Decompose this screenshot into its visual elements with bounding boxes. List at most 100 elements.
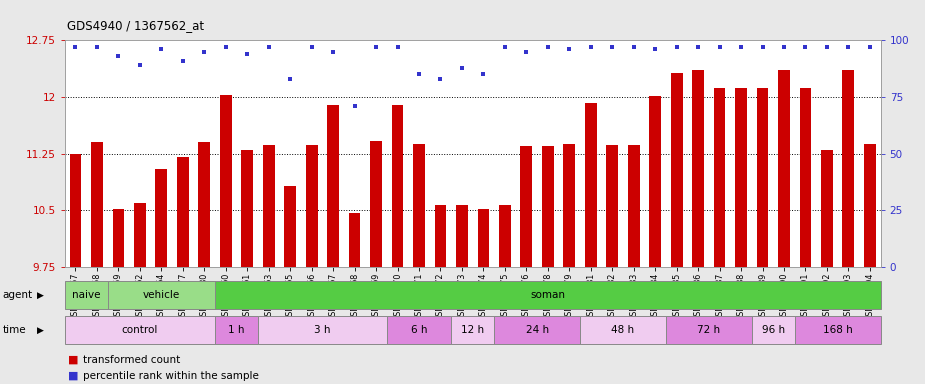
Bar — [215, 281, 881, 309]
Bar — [456, 205, 468, 267]
Bar — [349, 212, 361, 267]
Point — [777, 44, 792, 50]
Text: 1 h: 1 h — [228, 325, 245, 335]
Text: 6 h: 6 h — [411, 325, 427, 335]
Bar — [795, 316, 881, 344]
Bar — [580, 316, 666, 344]
Point — [68, 44, 83, 50]
Bar — [692, 70, 704, 267]
Bar — [258, 316, 387, 344]
Text: 24 h: 24 h — [525, 325, 549, 335]
Bar — [65, 281, 107, 309]
Point — [648, 46, 662, 53]
Bar — [91, 142, 103, 267]
Bar — [778, 70, 790, 267]
Text: 3 h: 3 h — [314, 325, 330, 335]
Text: ▶: ▶ — [37, 326, 43, 335]
Point — [561, 46, 576, 53]
Text: 48 h: 48 h — [611, 325, 635, 335]
Text: ■: ■ — [68, 371, 79, 381]
Point — [691, 44, 706, 50]
Text: soman: soman — [530, 290, 565, 300]
Bar — [284, 186, 296, 267]
Point — [584, 44, 598, 50]
Bar — [735, 88, 747, 267]
Point — [218, 44, 233, 50]
Bar — [542, 146, 554, 267]
Text: GDS4940 / 1367562_at: GDS4940 / 1367562_at — [67, 19, 204, 32]
Bar — [391, 104, 403, 267]
Bar — [306, 145, 317, 267]
Text: 168 h: 168 h — [822, 325, 853, 335]
Bar — [521, 146, 532, 267]
Bar — [451, 316, 494, 344]
Point — [261, 44, 276, 50]
Text: agent: agent — [3, 290, 33, 300]
Point — [519, 49, 534, 55]
Text: transformed count: transformed count — [83, 355, 180, 365]
Bar — [843, 70, 855, 267]
Bar — [177, 157, 189, 267]
Bar — [864, 144, 876, 267]
Bar — [666, 316, 752, 344]
Bar — [387, 316, 451, 344]
Bar — [649, 96, 661, 267]
Point — [540, 44, 555, 50]
Text: 96 h: 96 h — [761, 325, 784, 335]
Text: naive: naive — [72, 290, 101, 300]
Bar — [477, 209, 489, 267]
Point — [669, 44, 684, 50]
Text: 72 h: 72 h — [697, 325, 721, 335]
Point — [712, 44, 727, 50]
Point — [283, 76, 298, 82]
Text: vehicle: vehicle — [142, 290, 180, 300]
Bar — [494, 316, 580, 344]
Point — [626, 44, 641, 50]
Point — [347, 103, 362, 109]
Point — [154, 46, 168, 53]
Text: ■: ■ — [68, 355, 79, 365]
Point — [240, 51, 254, 57]
Text: control: control — [122, 325, 158, 335]
Bar — [821, 150, 832, 267]
Bar — [413, 144, 425, 267]
Text: 12 h: 12 h — [461, 325, 485, 335]
Bar — [606, 145, 618, 267]
Point — [605, 44, 620, 50]
Bar — [107, 281, 215, 309]
Point — [734, 44, 748, 50]
Bar — [714, 88, 725, 267]
Point — [111, 53, 126, 59]
Bar — [263, 145, 275, 267]
Text: ▶: ▶ — [37, 290, 43, 300]
Text: percentile rank within the sample: percentile rank within the sample — [83, 371, 259, 381]
Point — [197, 49, 212, 55]
Bar — [198, 142, 210, 267]
Bar — [113, 209, 124, 267]
Point — [798, 44, 813, 50]
Bar — [563, 144, 575, 267]
Point — [132, 62, 147, 68]
Bar — [435, 205, 447, 267]
Point — [862, 44, 877, 50]
Bar — [499, 205, 511, 267]
Point — [304, 44, 319, 50]
Point — [412, 71, 426, 78]
Point — [433, 76, 448, 82]
Bar — [155, 169, 167, 267]
Point — [369, 44, 384, 50]
Point — [90, 44, 105, 50]
Bar — [799, 88, 811, 267]
Bar — [671, 73, 683, 267]
Bar — [327, 104, 339, 267]
Bar — [134, 203, 146, 267]
Bar — [628, 145, 639, 267]
Point — [755, 44, 770, 50]
Bar — [220, 96, 231, 267]
Bar — [65, 316, 215, 344]
Point — [390, 44, 405, 50]
Bar — [215, 316, 258, 344]
Bar — [585, 103, 597, 267]
Point — [326, 49, 340, 55]
Point — [454, 65, 469, 71]
